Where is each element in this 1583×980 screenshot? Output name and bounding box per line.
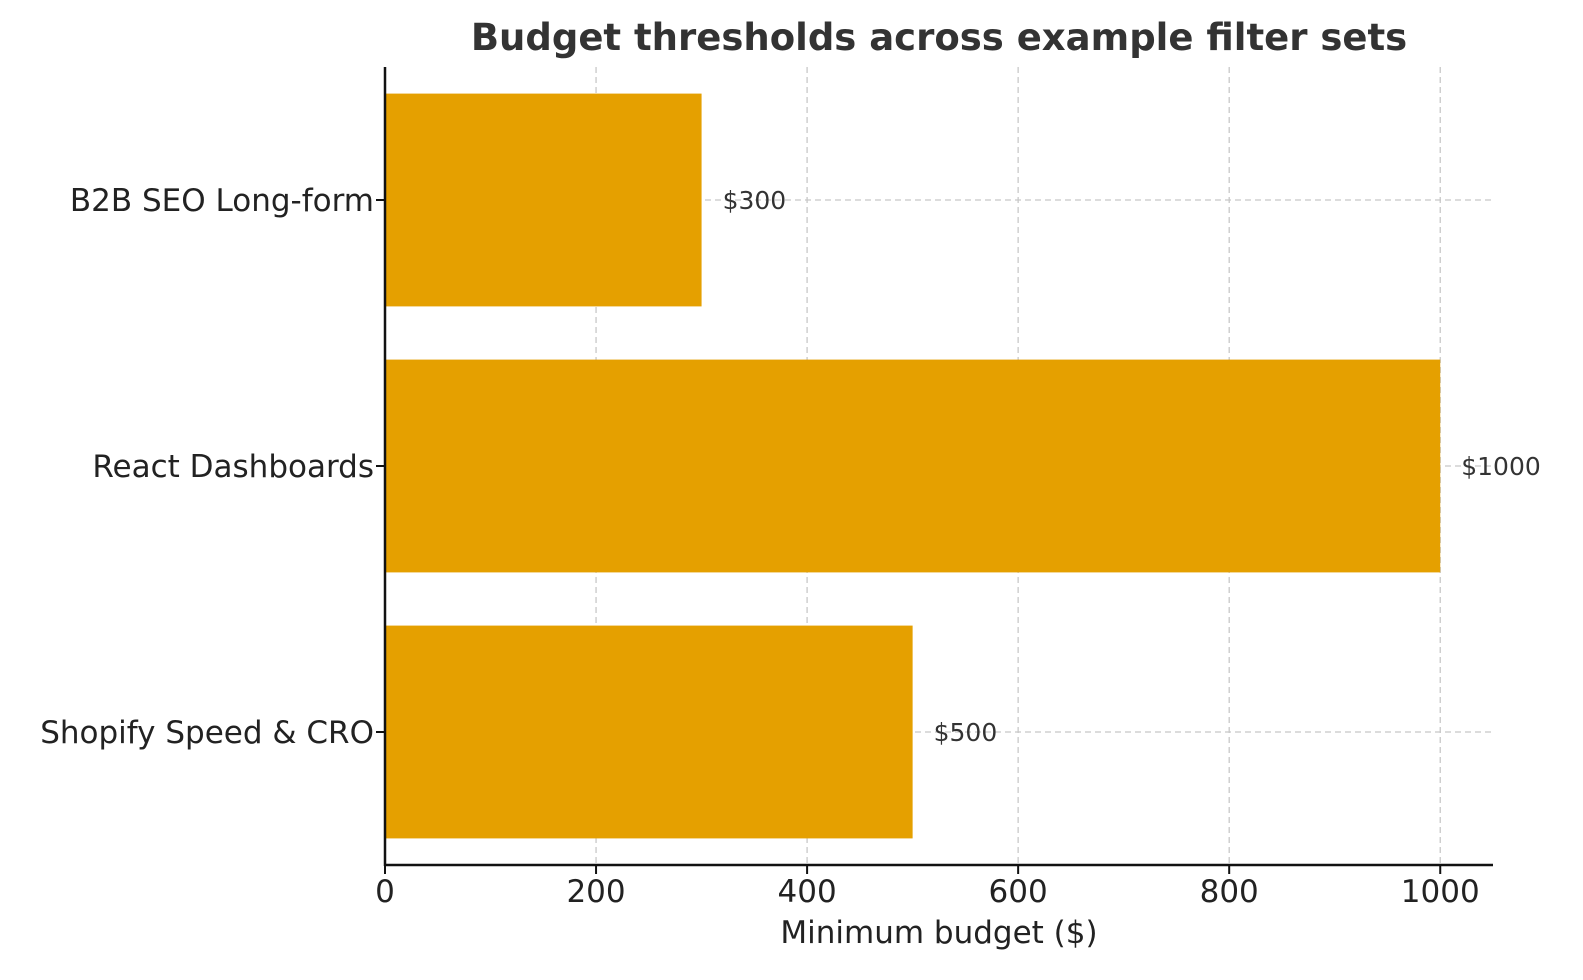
axis-layer: 0 200 400 600 800 1000 B2B SEO Long-form React … [40,67,1493,910]
bar [385,93,702,307]
x-tick-label: 1000 [1401,874,1480,910]
bar [385,359,1441,573]
chart-title: Budget thresholds across example filter … [471,16,1407,59]
x-tick-label: 800 [1200,874,1259,910]
x-axis-label: Minimum budget ($) [780,915,1097,951]
bar-value-label: $500 [934,718,998,747]
x-tick-label: 400 [778,874,837,910]
x-tick-label: 600 [989,874,1048,910]
bar-value-label: $1000 [1461,452,1541,481]
bar-value-label: $300 [723,186,787,215]
y-tick-label: B2B SEO Long-form [70,183,374,219]
bar [385,625,913,839]
y-tick-label: Shopify Speed & CRO [40,715,374,751]
x-tick-label: 0 [375,874,395,910]
bar-layer: $300 $1000 $500 [385,93,1541,839]
y-tick-label: React Dashboards [92,449,374,485]
x-tick-label: 200 [566,874,625,910]
